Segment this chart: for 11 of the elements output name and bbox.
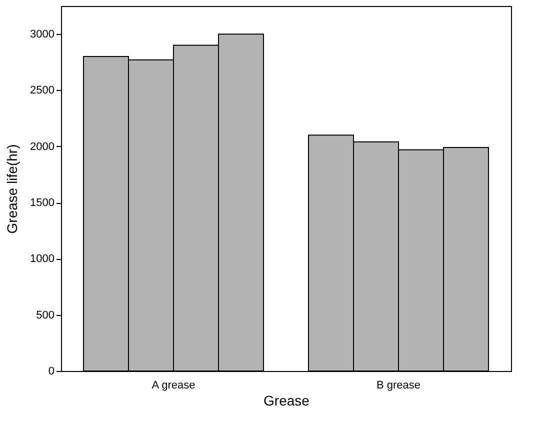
x-tick-label: A grease: [152, 380, 196, 392]
y-axis-title: Grease life(hr): [4, 144, 20, 234]
y-tick-label: 1500: [30, 197, 54, 210]
y-tick-label: 3000: [30, 28, 54, 41]
y-tick-label: 2000: [30, 140, 54, 153]
y-tick-label: 2500: [30, 84, 54, 97]
y-tick-label: 500: [36, 309, 54, 322]
y-tick-label: 1000: [30, 253, 54, 266]
y-tick-label: 0: [48, 366, 54, 378]
x-tick-label: B grease: [376, 380, 421, 392]
x-axis-title: Grease: [264, 392, 310, 408]
